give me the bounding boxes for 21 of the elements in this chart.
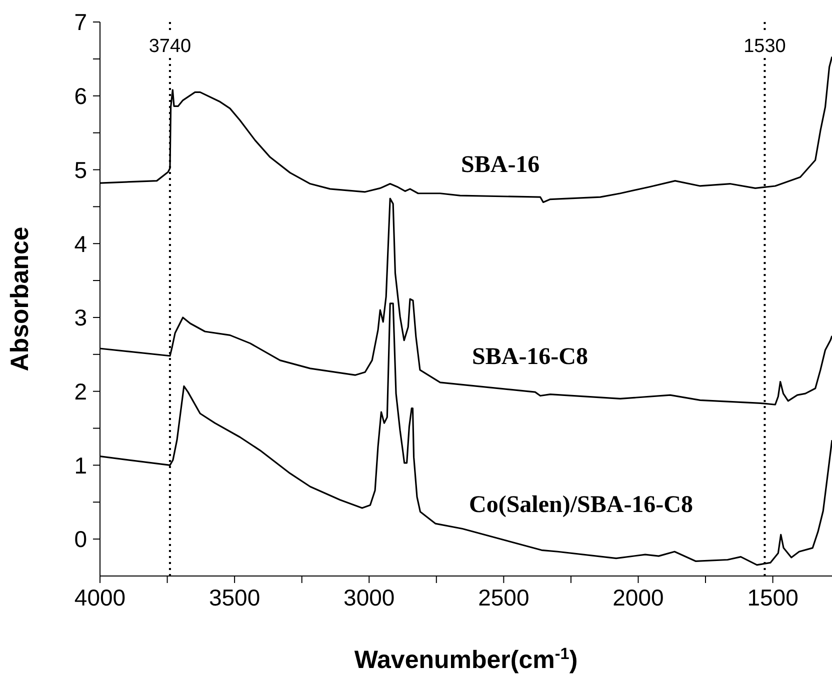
- x-tick-label: 2000: [612, 584, 664, 610]
- ref-line-label: 1530: [744, 36, 786, 57]
- series-label: SBA-16-C8: [472, 344, 588, 371]
- x-axis-title: Wavenumber(cm$^{-1}$): [354, 645, 578, 674]
- x-tick-label: 2500: [478, 584, 530, 610]
- series-label: SBA-16: [461, 152, 540, 179]
- y-tick-label: 7: [74, 9, 87, 36]
- x-tick-label: 1500: [747, 584, 798, 610]
- y-axis-title: Absorbance: [6, 226, 34, 372]
- y-tick-label: 3: [74, 304, 87, 331]
- y-tick-label: 1: [74, 452, 87, 478]
- y-tick-label: 2: [74, 378, 87, 404]
- x-tick-label: 3500: [208, 584, 260, 610]
- x-tick-label: 4000: [74, 584, 126, 610]
- series-label: Co(Salen)/SBA-16-C8: [469, 492, 694, 519]
- y-tick-label: 5: [74, 156, 87, 183]
- y-tick-label: 4: [74, 230, 88, 257]
- y-tick-label: 0: [74, 526, 87, 552]
- y-tick-label: 6: [74, 83, 87, 110]
- ref-line-label: 3740: [148, 36, 192, 57]
- x-tick-label: 3000: [344, 584, 395, 610]
